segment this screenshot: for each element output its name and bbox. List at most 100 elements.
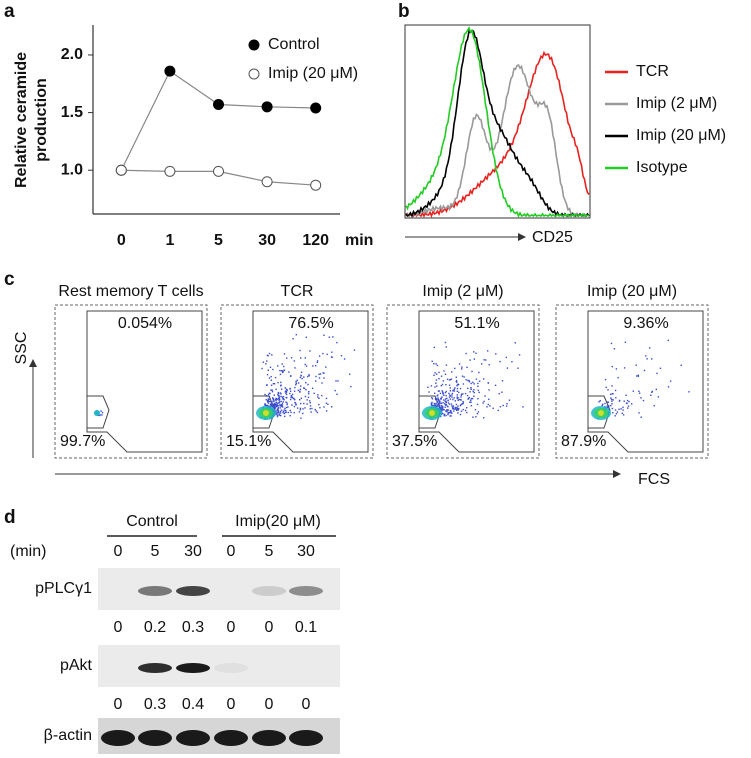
- dot: [443, 370, 445, 372]
- x-axis-label: min: [345, 232, 373, 249]
- dot: [305, 389, 307, 391]
- x-tick-label: 120: [302, 232, 329, 249]
- dot: [431, 404, 433, 406]
- dot: [614, 389, 617, 392]
- dot: [442, 393, 444, 395]
- dot: [299, 391, 301, 393]
- legend-marker: [248, 39, 260, 51]
- dot: [452, 390, 454, 392]
- dot: [449, 398, 452, 400]
- dot: [470, 382, 472, 385]
- dot: [272, 400, 274, 403]
- dot: [456, 383, 459, 386]
- dot: [476, 413, 479, 415]
- dot: [469, 359, 471, 361]
- dot: [434, 404, 436, 407]
- dot: [274, 399, 277, 401]
- dot: [444, 404, 447, 406]
- dot: [601, 404, 603, 406]
- row-label: β-actin: [44, 727, 92, 744]
- dot: [443, 394, 445, 396]
- dot: [484, 395, 486, 397]
- dot: [334, 389, 336, 392]
- dot: [295, 382, 298, 385]
- dot: [435, 398, 438, 400]
- dot: [640, 416, 642, 418]
- dot: [304, 363, 306, 366]
- scatter-dots: [94, 410, 104, 417]
- dot: [440, 407, 442, 409]
- dot: [607, 401, 610, 403]
- dot: [443, 409, 445, 411]
- dot: [267, 402, 270, 404]
- dot: [669, 380, 672, 382]
- dot: [466, 366, 468, 368]
- dot: [615, 368, 618, 370]
- dot: [446, 397, 448, 400]
- dot: [448, 384, 451, 386]
- dot: [475, 378, 478, 380]
- dot: [442, 409, 444, 411]
- dot: [431, 404, 434, 407]
- dot: [438, 390, 440, 392]
- gate: [418, 395, 442, 429]
- dot: [298, 382, 300, 384]
- dot: [622, 409, 624, 411]
- dot: [448, 403, 451, 405]
- dot: [269, 405, 271, 408]
- quant-value: 0.3: [182, 619, 204, 636]
- dot: [299, 407, 302, 410]
- dot: [444, 400, 446, 402]
- dot: [461, 393, 463, 395]
- dot: [280, 370, 283, 372]
- dot: [440, 375, 443, 377]
- dot: [451, 407, 454, 409]
- blot-band: [214, 730, 248, 746]
- dot: [478, 391, 480, 394]
- dot: [304, 407, 306, 409]
- dot: [290, 395, 292, 397]
- data-point: [213, 165, 224, 177]
- dot: [444, 403, 446, 405]
- dot: [267, 401, 269, 403]
- quant-value: 0.1: [295, 619, 317, 636]
- histogram-frame: [404, 24, 591, 219]
- dot: [271, 403, 273, 405]
- dot: [283, 412, 285, 415]
- blot-band: [138, 663, 172, 673]
- dot: [442, 402, 444, 404]
- dot: [353, 349, 356, 351]
- dot: [458, 363, 461, 365]
- dot: [434, 386, 436, 388]
- dot: [451, 412, 453, 414]
- dot: [332, 336, 334, 338]
- dot: [270, 384, 273, 386]
- histogram-curve: [405, 63, 590, 218]
- dot: [305, 365, 308, 367]
- dot: [440, 397, 442, 400]
- dot: [278, 399, 280, 402]
- dot: [505, 405, 508, 407]
- dot: [495, 353, 497, 355]
- dot: [615, 413, 618, 415]
- dot: [472, 381, 474, 384]
- dot: [309, 405, 312, 407]
- dot: [286, 403, 288, 406]
- dot: [449, 395, 452, 397]
- dot: [448, 379, 451, 381]
- dot: [273, 403, 275, 405]
- dot: [315, 410, 317, 412]
- dot: [279, 410, 282, 413]
- dot: [318, 377, 321, 379]
- quant-value: 0: [265, 696, 274, 713]
- dot: [466, 411, 468, 414]
- dot: [440, 402, 443, 404]
- x-axis-label: CD25: [532, 229, 573, 246]
- dot: [492, 407, 494, 409]
- dot: [336, 341, 338, 344]
- dot: [270, 379, 273, 381]
- dot: [275, 388, 277, 390]
- dot: [318, 403, 320, 406]
- dot: [610, 405, 612, 407]
- dot: [458, 391, 460, 394]
